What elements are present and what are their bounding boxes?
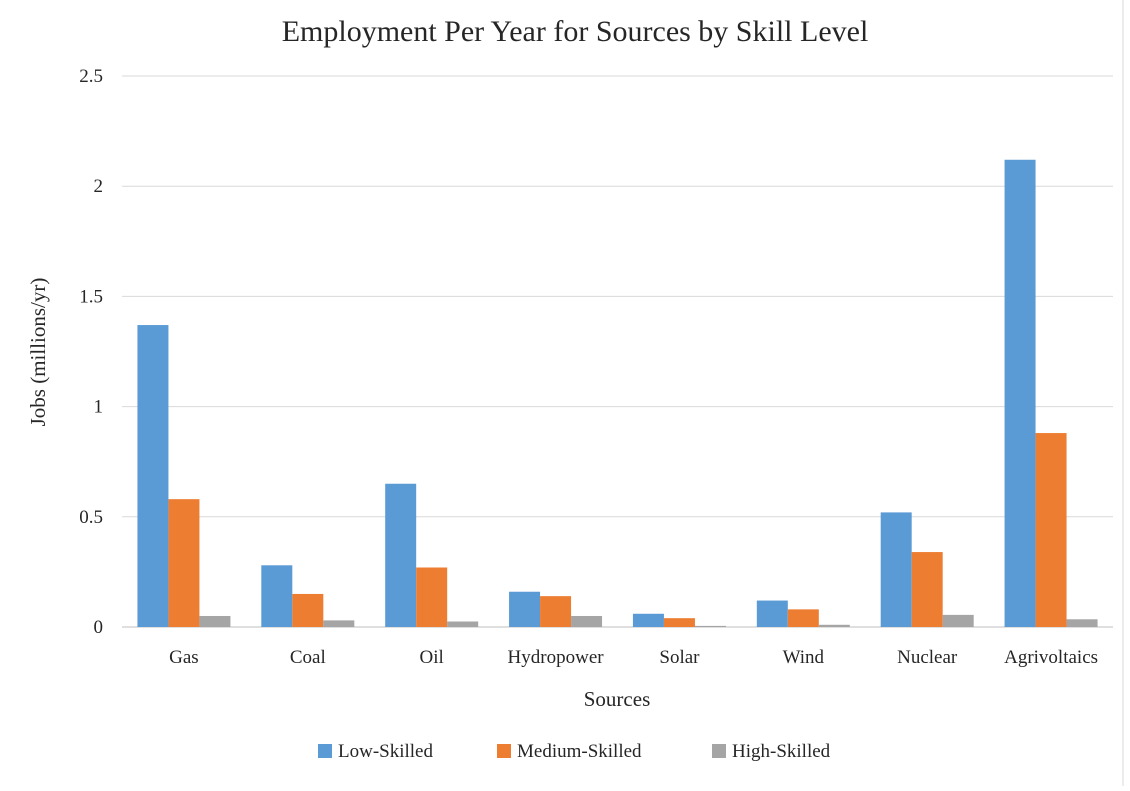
bar-medium-skilled-gas xyxy=(168,499,200,627)
legend-label: Low-Skilled xyxy=(338,741,433,762)
bar-high-skilled-oil xyxy=(447,621,479,627)
bar-medium-skilled-wind xyxy=(787,609,819,627)
bar-high-skilled-hydropower xyxy=(571,615,603,627)
bar-high-skilled-gas xyxy=(199,615,231,627)
bar-medium-skilled-agrivoltaics xyxy=(1035,433,1067,627)
y-tick-label: 2.5 xyxy=(79,66,103,87)
bar-high-skilled-agrivoltaics xyxy=(1066,619,1098,627)
bar-medium-skilled-coal xyxy=(292,593,324,627)
bars xyxy=(137,159,1098,627)
y-tick-label: 1 xyxy=(94,397,104,418)
y-axis-label: Jobs (millions/yr) xyxy=(26,278,50,427)
bar-low-skilled-solar xyxy=(632,613,664,627)
legend: Low-Skilled Medium-Skilled High-Skilled xyxy=(318,741,831,762)
legend-swatch-medium-skilled xyxy=(497,744,511,758)
bar-low-skilled-agrivoltaics xyxy=(1004,159,1036,627)
x-tick-label: Solar xyxy=(659,647,700,668)
bar-medium-skilled-hydropower xyxy=(540,596,572,627)
legend-label: Medium-Skilled xyxy=(517,741,642,762)
legend-swatch-high-skilled xyxy=(712,744,726,758)
bar-low-skilled-wind xyxy=(756,600,788,627)
y-tick-label: 0 xyxy=(94,617,104,638)
x-tick-label: Oil xyxy=(420,647,444,668)
x-axis-ticks: Gas Coal Oil Hydropower Solar Wind Nuclear Agri… xyxy=(169,647,1098,668)
bar-high-skilled-nuclear xyxy=(942,614,974,627)
legend-swatch-low-skilled xyxy=(318,744,332,758)
y-axis-ticks: 0 0.5 1 1.5 2 2.5 xyxy=(79,66,103,638)
x-tick-label: Coal xyxy=(290,647,326,668)
bar-low-skilled-coal xyxy=(261,565,293,627)
x-tick-label: Wind xyxy=(783,647,825,668)
y-tick-label: 2 xyxy=(94,176,104,197)
bar-low-skilled-nuclear xyxy=(880,512,912,627)
bar-high-skilled-coal xyxy=(323,620,355,627)
bar-high-skilled-solar xyxy=(694,625,726,627)
y-tick-label: 1.5 xyxy=(79,286,103,307)
x-tick-label: Hydropower xyxy=(508,647,605,668)
bar-medium-skilled-nuclear xyxy=(911,552,943,627)
bar-low-skilled-hydropower xyxy=(509,591,541,627)
x-tick-label: Agrivoltaics xyxy=(1004,647,1098,668)
x-tick-label: Nuclear xyxy=(897,647,958,668)
x-tick-label: Gas xyxy=(169,647,199,668)
bar-high-skilled-wind xyxy=(818,624,850,627)
bar-medium-skilled-solar xyxy=(663,618,695,627)
bar-low-skilled-gas xyxy=(137,325,169,627)
chart-title: Employment Per Year for Sources by Skill… xyxy=(282,15,869,48)
y-tick-label: 0.5 xyxy=(79,507,103,528)
bar-medium-skilled-oil xyxy=(416,567,448,627)
bar-low-skilled-oil xyxy=(385,483,417,627)
x-axis-label: Sources xyxy=(584,687,651,711)
legend-label: High-Skilled xyxy=(732,741,831,762)
